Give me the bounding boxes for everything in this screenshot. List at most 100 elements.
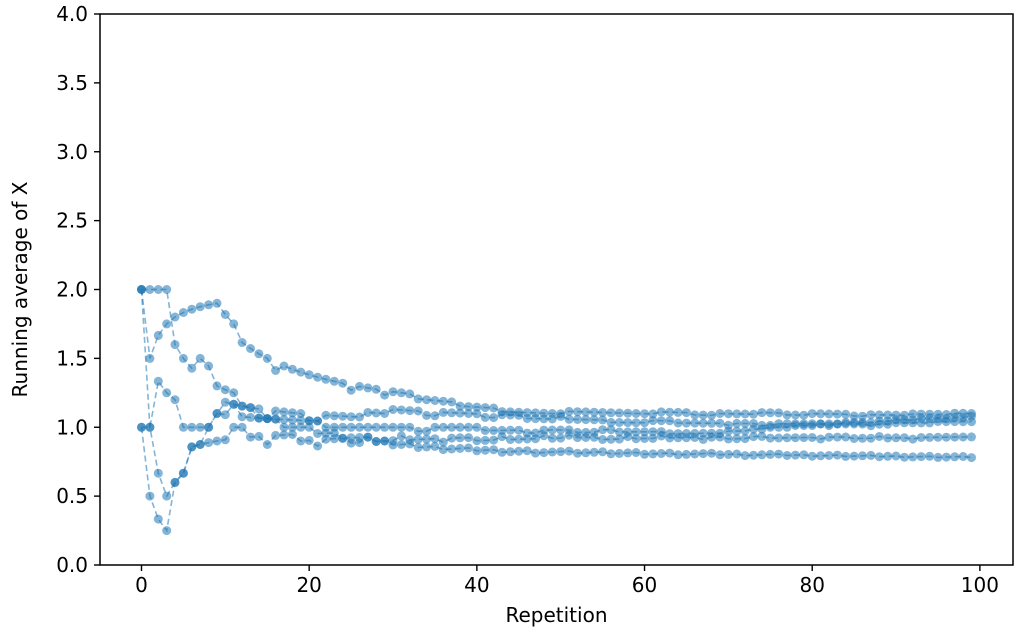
data-point xyxy=(941,432,951,442)
data-point xyxy=(447,433,457,443)
data-point xyxy=(145,422,155,432)
data-point xyxy=(925,451,935,461)
data-point xyxy=(799,419,809,429)
data-point xyxy=(254,431,264,441)
x-tick-label: 40 xyxy=(464,573,489,597)
data-point xyxy=(170,340,180,350)
data-point xyxy=(858,419,867,429)
data-point xyxy=(841,432,851,442)
data-point xyxy=(631,427,641,437)
data-point xyxy=(338,422,348,432)
data-point xyxy=(229,399,239,409)
data-point xyxy=(522,434,532,444)
data-point xyxy=(363,422,373,432)
data-point xyxy=(472,436,482,446)
data-point xyxy=(573,448,582,458)
data-point xyxy=(279,415,289,425)
data-point xyxy=(480,412,490,422)
data-point xyxy=(614,427,624,437)
data-point xyxy=(346,422,356,432)
data-point xyxy=(178,353,188,363)
data-point xyxy=(413,426,423,436)
x-axis-label: Repetition xyxy=(505,603,607,627)
data-point xyxy=(262,440,272,449)
data-point xyxy=(841,419,851,429)
data-point xyxy=(799,410,809,420)
data-point xyxy=(430,434,440,444)
data-point xyxy=(363,383,373,393)
data-point xyxy=(749,409,758,419)
data-point xyxy=(187,363,197,373)
data-point xyxy=(162,285,172,294)
data-point xyxy=(229,388,239,398)
data-point xyxy=(313,416,323,426)
data-point xyxy=(220,397,230,407)
data-point xyxy=(178,422,188,432)
data-point xyxy=(279,407,289,417)
data-point xyxy=(631,409,641,418)
data-point xyxy=(212,298,222,308)
data-point xyxy=(958,432,968,442)
y-axis-label: Running average of X xyxy=(8,181,32,397)
data-point xyxy=(908,452,918,462)
data-point xyxy=(220,410,230,420)
data-point xyxy=(396,431,406,441)
data-point xyxy=(598,425,608,435)
data-point xyxy=(849,411,859,421)
data-point xyxy=(287,415,297,425)
data-point xyxy=(204,438,214,448)
data-point xyxy=(573,407,582,417)
data-point xyxy=(723,409,733,419)
data-point xyxy=(640,418,649,428)
data-point xyxy=(841,451,851,461)
data-point xyxy=(422,426,432,436)
data-point xyxy=(715,418,725,428)
data-point xyxy=(430,396,440,405)
data-point xyxy=(296,409,306,418)
data-point xyxy=(866,433,876,443)
data-point xyxy=(598,415,608,425)
data-point xyxy=(648,409,658,419)
data-point xyxy=(464,409,473,418)
y-tick-label: 3.5 xyxy=(56,71,88,95)
data-point xyxy=(430,422,440,432)
data-point xyxy=(623,418,633,428)
data-point xyxy=(648,416,658,426)
data-point xyxy=(606,408,616,418)
data-point xyxy=(145,285,155,294)
data-point xyxy=(858,433,867,443)
data-point xyxy=(598,435,608,444)
plot-area xyxy=(100,14,1013,565)
data-point xyxy=(866,410,876,420)
data-point xyxy=(606,425,616,435)
data-point xyxy=(480,426,490,435)
data-point xyxy=(916,433,926,442)
data-point xyxy=(723,420,733,430)
data-point xyxy=(606,449,616,459)
data-point xyxy=(388,387,398,397)
data-point xyxy=(933,417,943,426)
data-point xyxy=(153,468,163,478)
data-point xyxy=(690,418,700,428)
data-point xyxy=(514,425,524,435)
data-point xyxy=(891,418,901,428)
data-point xyxy=(346,433,356,443)
data-point xyxy=(371,437,381,446)
data-point xyxy=(757,420,767,430)
data-point xyxy=(355,422,364,432)
data-point xyxy=(673,450,683,460)
data-point xyxy=(824,451,834,460)
data-point xyxy=(137,285,146,294)
data-point xyxy=(405,439,415,449)
data-point xyxy=(950,452,960,462)
data-point xyxy=(698,434,708,444)
data-point xyxy=(757,408,767,418)
data-point xyxy=(137,422,146,432)
data-point xyxy=(958,452,968,461)
data-point xyxy=(237,412,247,422)
data-point xyxy=(464,402,473,412)
data-point xyxy=(438,437,448,447)
data-point xyxy=(187,442,197,452)
data-point xyxy=(346,385,356,395)
data-point xyxy=(732,434,742,444)
